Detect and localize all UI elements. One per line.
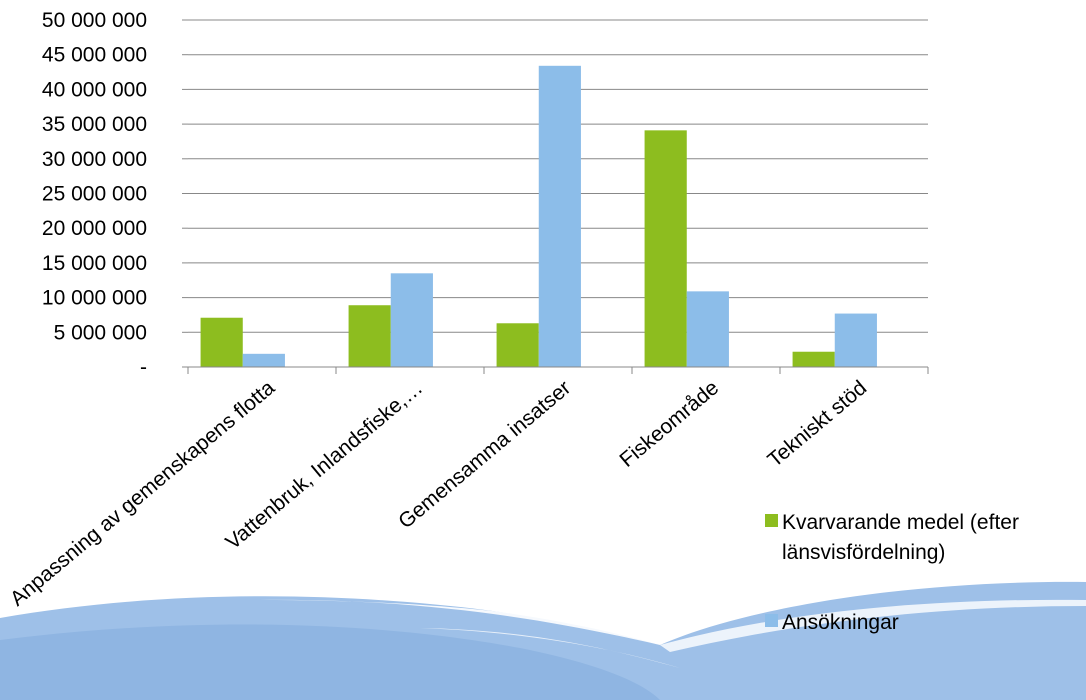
legend-swatch-ansokningar	[765, 614, 778, 627]
bar-kvarvarande-0	[200, 317, 243, 367]
y-tick-label: 15 000 000	[42, 252, 147, 275]
bar-kvarvarande-3	[644, 130, 687, 367]
bar-kvarvarande-2	[496, 323, 539, 367]
x-category-label: Fiskeområde	[615, 376, 723, 472]
y-tick-label: -	[140, 356, 147, 379]
bars	[200, 65, 877, 367]
decorative-wave-footer	[0, 581, 1086, 700]
bar-ansokningar-4	[834, 313, 877, 367]
bar-ansokningar-1	[390, 273, 433, 367]
legend-label-ansokningar: Ansökningar	[782, 611, 899, 634]
y-axis-tick-labels: - 5 000 000 10 000 000 15 000 000 20 000 000…	[42, 9, 147, 379]
legend-swatch-kvarvarande	[765, 514, 778, 527]
y-tick-label: 20 000 000	[42, 217, 147, 240]
y-tick-label: 5 000 000	[54, 321, 147, 344]
bar-ansokningar-0	[242, 353, 285, 367]
y-tick-label: 50 000 000	[42, 9, 147, 32]
legend-label-kvarvarande-line2: länsvisfördelning)	[782, 541, 945, 564]
y-tick-label: 45 000 000	[42, 44, 147, 67]
y-tick-label: 35 000 000	[42, 113, 147, 136]
x-category-label: Tekniskt stöd	[763, 376, 871, 472]
y-tick-label: 25 000 000	[42, 183, 147, 206]
bar-ansokningar-2	[538, 65, 581, 367]
y-tick-label: 10 000 000	[42, 287, 147, 310]
y-tick-label: 40 000 000	[42, 78, 147, 101]
bar-ansokningar-3	[686, 291, 729, 367]
x-category-label: Anpassning av gemenskapens flotta	[6, 376, 279, 611]
x-category-label: Gemensamma insatser	[394, 376, 575, 533]
legend: Kvarvarande medel (efter länsvisfördelni…	[765, 511, 1019, 634]
y-tick-label: 30 000 000	[42, 148, 147, 171]
bar-kvarvarande-1	[348, 305, 391, 367]
x-axis-category-labels: Anpassning av gemenskapens flottaVattenb…	[6, 376, 871, 611]
x-axis	[187, 366, 929, 374]
legend-label-kvarvarande-line1: Kvarvarande medel (efter	[782, 511, 1019, 534]
bar-kvarvarande-4	[792, 351, 835, 367]
